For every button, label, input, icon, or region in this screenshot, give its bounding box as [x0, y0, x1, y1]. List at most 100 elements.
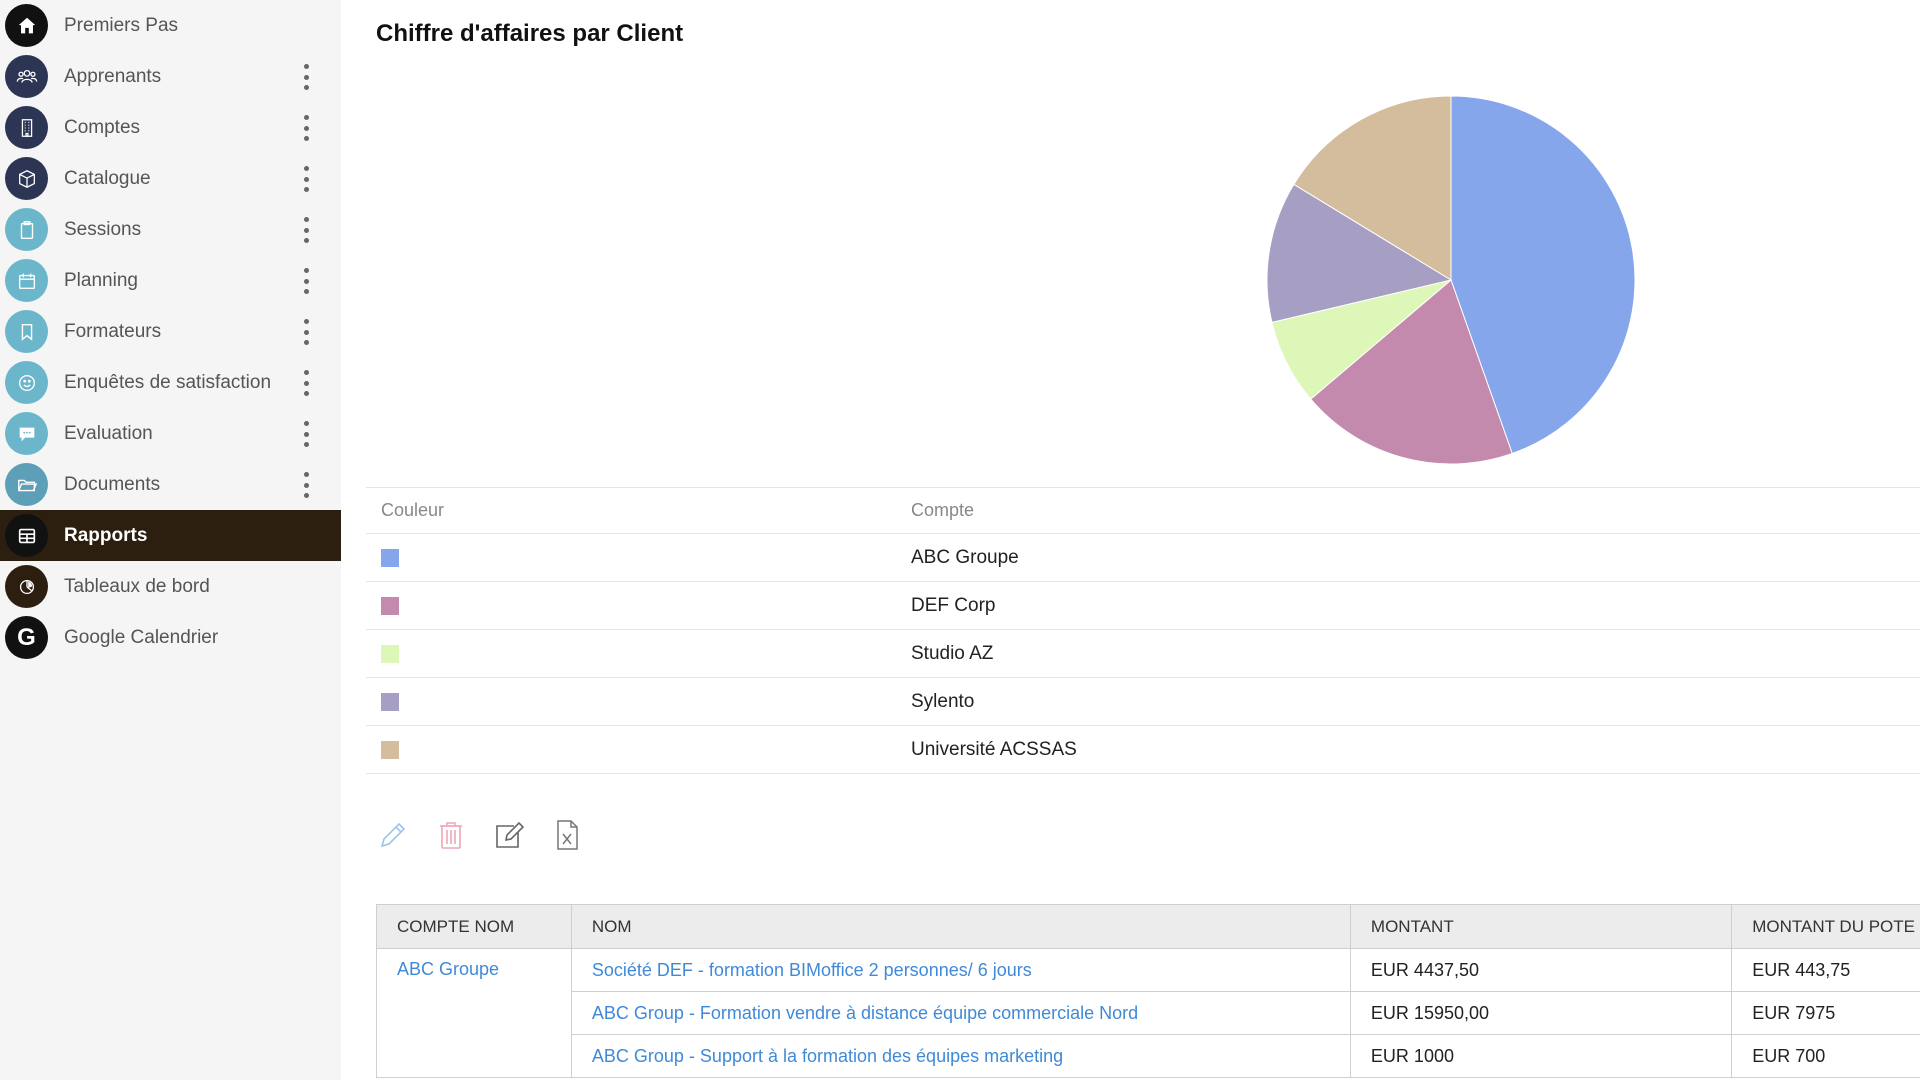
more-vertical-icon[interactable]	[295, 215, 317, 245]
google-icon: G	[5, 616, 48, 659]
report-toolbar	[373, 815, 587, 855]
legend-swatch	[381, 644, 399, 663]
legend-account-name: DEF Corp	[911, 594, 996, 616]
more-vertical-icon[interactable]	[295, 419, 317, 449]
report-table: COMPTE NOM NOM MONTANT MONTANT DU POTE A…	[376, 904, 1920, 1078]
sidebar-item-premiers-pas[interactable]: Premiers Pas	[0, 0, 341, 51]
legend-header: Couleur Compte	[366, 487, 1920, 534]
more-vertical-icon[interactable]	[295, 470, 317, 500]
box-icon	[5, 157, 48, 200]
legend-row: Université ACSSAS	[366, 726, 1920, 774]
pie-slice-universit-acssas[interactable]	[1293, 95, 1452, 281]
report-content: Chiffre d'affaires par Client Couleur Co…	[341, 0, 1920, 1080]
name-cell: ABC Group - Formation vendre à distance …	[570, 991, 1351, 1035]
sidebar-item-planning[interactable]: Planning	[0, 255, 341, 306]
sidebar-item-enquetes[interactable]: Enquêtes de satisfaction	[0, 357, 341, 408]
sidebar-item-evaluation[interactable]: Evaluation	[0, 408, 341, 459]
legend-swatch	[381, 548, 399, 567]
more-vertical-icon[interactable]	[295, 368, 317, 398]
sidebar-item-label: Sessions	[64, 218, 142, 240]
potential-amount-cell: EUR 700	[1731, 1034, 1920, 1078]
legend-account-name: Studio AZ	[911, 642, 994, 664]
sidebar-item-comptes[interactable]: Comptes	[0, 102, 341, 153]
sidebar-item-label: Formateurs	[64, 320, 162, 342]
amount-cell: EUR 4437,50	[1349, 948, 1733, 992]
sidebar-item-tableaux-de-bord[interactable]: Tableaux de bord	[0, 561, 341, 612]
account-cell: ABC Groupe	[376, 948, 572, 1078]
sidebar-item-rapports[interactable]: Rapports	[0, 510, 341, 561]
opportunity-link[interactable]: ABC Group - Formation vendre à distance …	[591, 1002, 1139, 1023]
legend-row: Sylento	[366, 678, 1920, 726]
folder-icon	[5, 463, 48, 506]
sidebar-item-label: Catalogue	[64, 167, 151, 189]
users-icon	[5, 55, 48, 98]
legend-row: ABC Groupe	[366, 534, 1920, 582]
pie-chart	[1266, 95, 1636, 465]
more-vertical-icon[interactable]	[295, 164, 317, 194]
opportunity-link[interactable]: Société DEF - formation BIMoffice 2 pers…	[591, 959, 1032, 980]
legend-header-color: Couleur	[381, 500, 445, 520]
legend-account-name: ABC Groupe	[911, 546, 1019, 568]
sidebar-item-documents[interactable]: Documents	[0, 459, 341, 510]
account-link[interactable]: ABC Groupe	[397, 959, 500, 979]
sidebar-item-apprenants[interactable]: Apprenants	[0, 51, 341, 102]
clipboard-icon	[5, 208, 48, 251]
more-vertical-icon[interactable]	[295, 62, 317, 92]
pencil-icon[interactable]	[373, 815, 413, 855]
column-header-montant[interactable]: MONTANT	[1349, 904, 1733, 949]
building-icon	[5, 106, 48, 149]
page-title: Chiffre d'affaires par Client	[376, 20, 684, 47]
name-cell: Société DEF - formation BIMoffice 2 pers…	[570, 948, 1351, 992]
opportunity-link[interactable]: ABC Group - Support à la formation des é…	[591, 1045, 1064, 1066]
column-header-compte-nom[interactable]: COMPTE NOM	[376, 904, 572, 949]
pie-slice-abc-groupe[interactable]	[1450, 95, 1636, 455]
potential-amount-cell: EUR 443,75	[1731, 948, 1920, 992]
legend-swatch	[381, 740, 399, 759]
column-header-montant-potentiel[interactable]: MONTANT DU POTE	[1731, 904, 1920, 949]
sidebar-item-label: Evaluation	[64, 422, 153, 444]
more-vertical-icon[interactable]	[295, 317, 317, 347]
legend-account-name: Université ACSSAS	[911, 738, 1077, 760]
legend-account-name: Sylento	[911, 690, 975, 712]
potential-amount-cell: EUR 7975	[1731, 991, 1920, 1035]
edit-icon[interactable]	[489, 815, 529, 855]
amount-cell: EUR 1000	[1349, 1034, 1733, 1078]
sidebar: Premiers Pas Apprenants Comptes Catalogu…	[0, 0, 341, 1080]
sidebar-item-label: Google Calendrier	[64, 626, 219, 648]
sidebar-item-formateurs[interactable]: Formateurs	[0, 306, 341, 357]
more-vertical-icon[interactable]	[295, 113, 317, 143]
home-icon	[5, 4, 48, 47]
sidebar-item-label: Apprenants	[64, 65, 162, 87]
sidebar-item-label: Planning	[64, 269, 138, 291]
pie-slice-sylento[interactable]	[1266, 183, 1453, 323]
sidebar-item-catalogue[interactable]: Catalogue	[0, 153, 341, 204]
calendar-icon	[5, 259, 48, 302]
legend-header-account: Compte	[911, 500, 975, 520]
table-icon	[5, 514, 48, 557]
legend-row: DEF Corp	[366, 582, 1920, 630]
bookmark-icon	[5, 310, 48, 353]
name-cell: ABC Group - Support à la formation des é…	[570, 1034, 1351, 1078]
chat-icon	[5, 412, 48, 455]
sidebar-item-google-calendrier[interactable]: G Google Calendrier	[0, 612, 341, 663]
amount-cell: EUR 15950,00	[1349, 991, 1733, 1035]
table-header-row: COMPTE NOM NOM MONTANT MONTANT DU POTE	[376, 904, 1920, 949]
sidebar-item-label: Documents	[64, 473, 161, 495]
legend-swatch	[381, 692, 399, 711]
sidebar-item-sessions[interactable]: Sessions	[0, 204, 341, 255]
legend-swatch	[381, 596, 399, 615]
sidebar-item-label: Premiers Pas	[64, 14, 179, 36]
table-row: ABC Groupe Société DEF - formation BIMof…	[376, 948, 1920, 1078]
table-row: ABC Group - Formation vendre à distance …	[377, 991, 1920, 1035]
excel-export-icon[interactable]	[547, 815, 587, 855]
sidebar-item-label: Tableaux de bord	[64, 575, 210, 597]
trash-icon[interactable]	[431, 815, 471, 855]
table-row: ABC Group - Support à la formation des é…	[377, 1034, 1920, 1078]
column-header-nom[interactable]: NOM	[570, 904, 1351, 949]
smiley-icon	[5, 361, 48, 404]
sidebar-item-label: Rapports	[64, 524, 148, 546]
sidebar-item-label: Comptes	[64, 116, 141, 138]
pie-slice-def-corp[interactable]	[1310, 279, 1513, 465]
more-vertical-icon[interactable]	[295, 266, 317, 296]
legend-table: Couleur Compte ABC Groupe DEF Corp Studi…	[366, 487, 1920, 774]
